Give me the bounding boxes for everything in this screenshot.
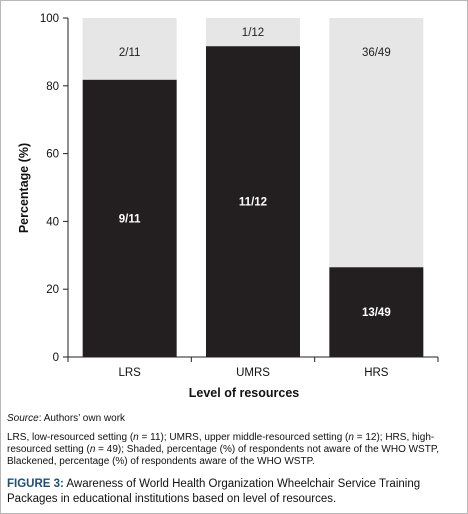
bar-label-aware-umrs: 11/12 <box>239 197 267 209</box>
figure-caption-text: Awareness of World Health Organization W… <box>7 478 421 505</box>
note-part: = 49); Shaded, percentage (%) of respond… <box>7 444 439 467</box>
y-tick-label: 20 <box>46 284 59 296</box>
figure-caption: FIGURE 3: Awareness of World Health Orga… <box>7 477 465 507</box>
y-axis-title: Percentage (%) <box>17 143 31 233</box>
x-tick-label-hrs: HRS <box>364 367 389 379</box>
x-tick-label-umrs: UMRS <box>236 367 270 379</box>
bar-aware-lrs <box>82 79 177 357</box>
y-tick-label: 80 <box>46 81 59 93</box>
bar-labels-group: 9/11 2/11 11/12 1/12 13/49 36/49 <box>119 27 391 319</box>
source-text: : Authors’ own work <box>38 413 126 424</box>
abbreviations-note: LRS, low-resourced setting (n = 11); UMR… <box>7 432 462 468</box>
y-axis: 0 20 40 60 80 100 <box>40 13 69 364</box>
x-tick-label-lrs: LRS <box>118 367 141 379</box>
bars-group <box>82 18 424 358</box>
bar-aware-hrs <box>329 267 424 357</box>
note-part: = 12); HRS, high-resourced setting ( <box>7 432 435 455</box>
note-italic: n <box>89 444 96 455</box>
bar-label-aware-hrs: 13/49 <box>362 307 391 319</box>
y-tick-label: 40 <box>46 216 59 228</box>
y-tick-label: 60 <box>46 149 59 161</box>
stacked-bar-chart: 9/11 2/11 11/12 1/12 13/49 36/49 0 20 40 60 80 100… <box>17 13 439 400</box>
y-tick-label: 100 <box>40 13 59 25</box>
bar-not_aware-umrs <box>206 18 300 47</box>
note-italic: n <box>348 432 354 443</box>
figure-label: FIGURE 3: <box>7 478 64 490</box>
source-line: Source: Authors’ own work <box>7 413 125 424</box>
bar-label-aware-lrs: 9/11 <box>119 213 141 225</box>
bar-not_aware-hrs <box>329 18 424 268</box>
bar-aware-umrs <box>206 46 300 358</box>
note-part: LRS, low-resourced setting ( <box>7 432 134 443</box>
bar-not_aware-lrs <box>82 18 177 80</box>
bar-label-not_aware-umrs: 1/12 <box>242 27 264 39</box>
note-italic: n <box>133 432 139 443</box>
y-tick-label: 0 <box>53 352 59 364</box>
x-axis-title: Level of resources <box>189 386 300 400</box>
bar-label-not_aware-lrs: 2/11 <box>119 47 141 59</box>
source-label: Source <box>7 413 39 424</box>
bar-label-not_aware-hrs: 36/49 <box>362 47 391 59</box>
x-axis: LRS UMRS HRS <box>67 356 439 379</box>
note-part: = 11); UMRS, upper middle-resourced sett… <box>138 432 349 443</box>
